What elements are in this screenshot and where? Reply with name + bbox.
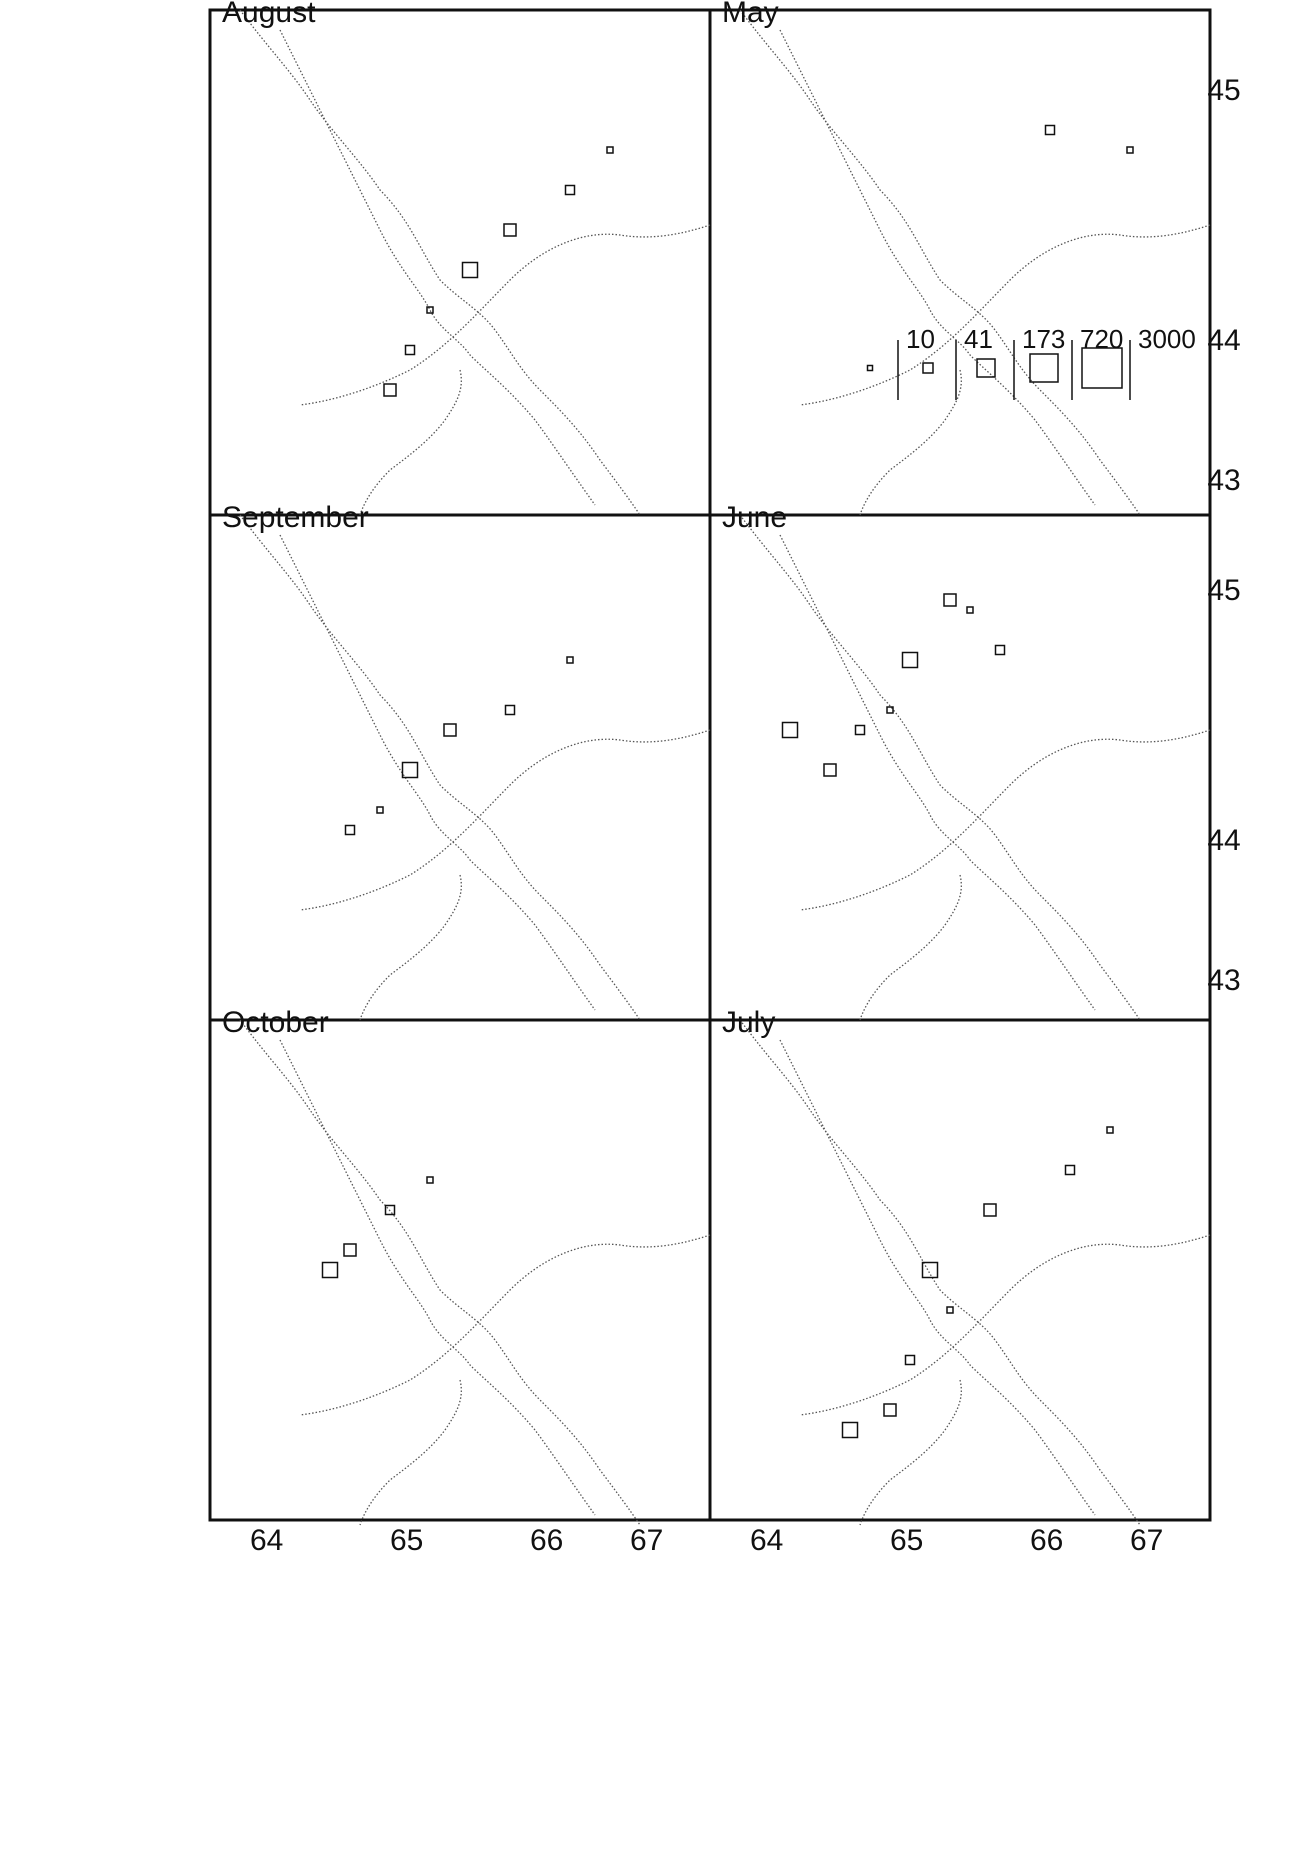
catch-marker-may-0 [1126,146,1134,154]
catch-marker-july-4 [946,1306,954,1314]
longitude-tick-0-1: 66 [1030,1524,1063,1557]
longitude-tick-0-3: 64 [750,1524,783,1557]
catch-marker-october-1 [384,1204,396,1216]
coastline-october-0 [239,1019,641,1526]
catch-marker-july-7 [841,1421,859,1439]
panel-september: September [222,501,711,1021]
coastline-july-3 [799,1234,1211,1416]
catch-marker-august-6 [383,383,397,397]
catch-marker-june-6 [823,763,837,777]
catch-marker-june-4 [886,706,894,714]
catch-marker-october-2 [343,1243,357,1257]
coastline-september-1 [279,534,596,1011]
coastline-september-2 [359,874,462,1021]
catch-marker-september-1 [504,704,516,716]
legend-label-0: 3000 [1138,324,1196,354]
coastline-august-3 [299,224,711,406]
legend-label-3: 41 [964,324,993,354]
panel-label-september: September [222,501,369,534]
coastline-august-1 [279,29,596,506]
coastline-may-2 [859,369,962,516]
panel-august: August [222,0,711,516]
catch-marker-september-0 [566,656,574,664]
panel-label-june: June [722,501,787,534]
panel-july: July [722,1006,1211,1526]
latitude-tick-1-1: 44 [1207,824,1240,857]
legend-label-4: 10 [906,324,935,354]
longitude-tick-1-1: 66 [530,1524,563,1557]
figure-root: May June July August September October 3000 720… [208,0,1241,1557]
catch-marker-october-0 [426,1176,434,1184]
catch-marker-july-5 [904,1354,916,1366]
catch-marker-july-6 [883,1403,897,1417]
catch-marker-may-1 [1044,124,1056,136]
catch-marker-august-4 [426,306,434,314]
longitude-tick-1-3: 64 [250,1524,283,1557]
panel-label-july: July [722,1006,775,1039]
catch-marker-june-2 [943,593,957,607]
catch-marker-july-0 [1106,1126,1114,1134]
catch-marker-september-4 [376,806,384,814]
legend-square-1 [1029,353,1059,383]
catch-marker-june-7 [781,721,799,739]
catch-marker-july-3 [921,1261,939,1279]
catch-marker-june-5 [854,724,866,736]
catch-marker-september-2 [443,723,457,737]
panel-june: June [722,501,1211,1021]
catch-marker-august-1 [564,184,576,196]
coastline-may-1 [779,29,1096,506]
panel-october: October [222,1006,711,1526]
latitude-tick-1-2: 43 [1207,964,1240,997]
catch-marker-october-3 [321,1261,339,1279]
catch-marker-september-5 [344,824,356,836]
legend-square-4 [866,364,874,372]
panel-label-august: August [222,0,316,29]
coastline-october-2 [359,1379,462,1526]
size-legend: 3000 720 173 41 10 [866,324,1196,400]
latitude-tick-0-0: 45 [1207,74,1240,107]
catch-marker-june-1 [994,644,1006,656]
catch-marker-september-3 [401,761,419,779]
coastline-june-1 [779,534,1096,1011]
coastline-july-0 [739,1019,1141,1526]
coastline-june-2 [859,874,962,1021]
coastline-july-2 [859,1379,962,1526]
legend-square-0 [1081,347,1123,389]
catch-marker-august-2 [503,223,517,237]
catch-marker-june-3 [901,651,919,669]
legend-square-3 [922,362,934,374]
legend-square-2 [976,358,996,378]
catch-marker-august-3 [461,261,479,279]
legend-label-1: 720 [1080,324,1123,354]
longitude-tick-0-0: 67 [1130,1524,1163,1557]
coastline-august-0 [239,9,641,516]
coastline-september-3 [299,729,711,911]
catch-marker-august-0 [606,146,614,154]
catch-marker-june-0 [966,606,974,614]
catch-marker-july-2 [983,1203,997,1217]
panel-label-may: May [722,0,779,29]
catch-marker-august-5 [404,344,416,356]
legend-label-2: 173 [1022,324,1065,354]
coastline-october-3 [299,1234,711,1416]
longitude-tick-1-2: 65 [390,1524,423,1557]
longitude-tick-1-0: 67 [630,1524,663,1557]
coastline-may-0 [739,9,1141,516]
latitude-tick-0-1: 44 [1207,324,1240,357]
latitude-tick-1-0: 45 [1207,574,1240,607]
longitude-tick-0-2: 65 [890,1524,923,1557]
catch-marker-july-1 [1064,1164,1076,1176]
coastline-august-2 [359,369,462,516]
latitude-tick-0-2: 43 [1207,464,1240,497]
panel-may: May [722,0,1211,516]
coastline-may-3 [799,224,1211,406]
coastline-june-0 [739,514,1141,1021]
coastline-september-0 [239,514,641,1021]
panel-label-october: October [222,1006,329,1039]
coastline-june-3 [799,729,1211,911]
